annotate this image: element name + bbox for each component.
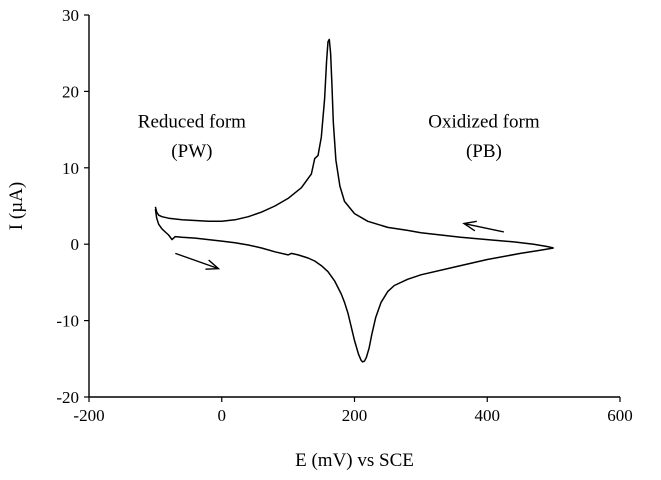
y-tick-label: -20 — [56, 388, 79, 407]
y-axis-title: I (µA) — [6, 182, 27, 230]
x-axis-title: E (mV) vs SCE — [295, 450, 414, 471]
upper-sweep-line — [154, 38, 554, 249]
forward-sweep-arrow — [175, 252, 221, 270]
x-tick-label: 0 — [218, 406, 227, 425]
x-tick-label: 400 — [475, 406, 501, 425]
series — [154, 38, 554, 363]
annotation-label: (PB) — [466, 141, 502, 162]
y-tick-label: 20 — [62, 82, 79, 101]
y-tick-label: 10 — [62, 159, 79, 178]
annotation-label: (PW) — [171, 141, 212, 162]
x-tick-label: 600 — [607, 406, 633, 425]
x-tick-label: 200 — [342, 406, 368, 425]
ticks: -200 0 200 400 600 -20 -10 0 10 20 30 — [56, 6, 632, 425]
reverse-sweep-arrow — [462, 220, 504, 233]
y-tick-label: -10 — [56, 312, 79, 331]
y-tick-label: 0 — [71, 235, 80, 254]
x-tick-label: -200 — [73, 406, 104, 425]
lower-sweep-line — [154, 208, 554, 363]
annotation-label: Reduced form — [138, 111, 246, 132]
annotations: Reduced form (PW) Oxidized form (PB) — [138, 111, 540, 270]
annotation-label: Oxidized form — [428, 111, 540, 132]
y-tick-label: 30 — [62, 6, 79, 25]
